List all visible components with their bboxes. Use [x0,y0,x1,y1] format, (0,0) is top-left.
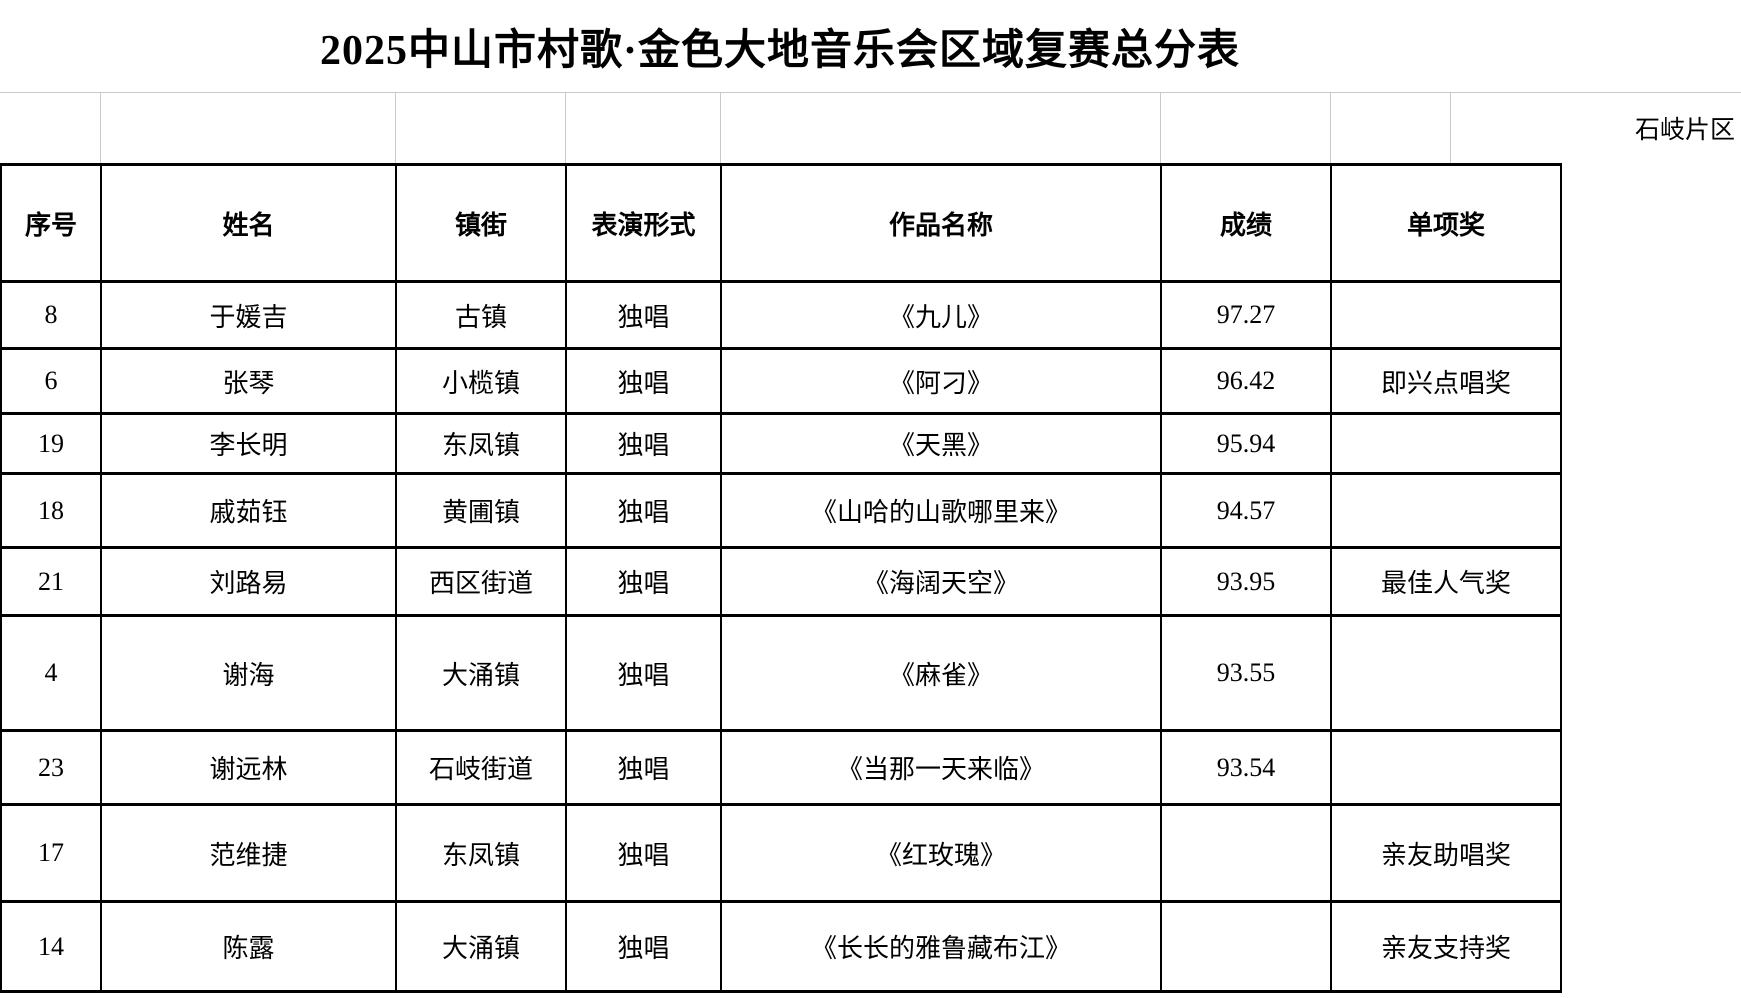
col-header-town: 镇街 [395,163,567,283]
region-label: 石岐片区 [1634,117,1735,144]
cell-name: 陈露 [100,900,397,993]
cell-town: 黄圃镇 [395,472,567,549]
cell-award [1330,472,1562,549]
table-row: 14 陈露 大涌镇 独唱 《长长的雅鲁藏布江》 亲友支持奖 [0,900,1562,993]
cell-town: 西区街道 [395,546,567,617]
cell-form: 独唱 [565,546,722,617]
cell-name: 于媛吉 [100,280,397,350]
cell-town: 大涌镇 [395,900,567,993]
cell-award [1330,614,1562,732]
cell-form: 独唱 [565,347,722,415]
cell-award: 最佳人气奖 [1330,546,1562,617]
cell-score: 96.42 [1160,347,1332,415]
table-row: 6 张琴 小榄镇 独唱 《阿刁》 96.42 即兴点唱奖 [0,347,1562,415]
cell-work: 《九儿》 [720,280,1162,350]
table-header-row: 序号 姓名 镇街 表演形式 作品名称 成绩 单项奖 [0,163,1562,283]
cell-form: 独唱 [565,280,722,350]
cell-form: 独唱 [565,472,722,549]
cell-work: 《山哈的山歌哪里来》 [720,472,1162,549]
score-table: 序号 姓名 镇街 表演形式 作品名称 成绩 单项奖 8 于媛吉 古镇 独唱 《九… [0,163,1562,993]
gridline [1450,93,1451,163]
gridline [1160,93,1161,163]
col-header-score: 成绩 [1160,163,1332,283]
cell-no: 4 [0,614,102,732]
cell-work: 《麻雀》 [720,614,1162,732]
cell-work: 《阿刁》 [720,347,1162,415]
cell-name: 张琴 [100,347,397,415]
region-row: 石岐片区 [0,92,1741,163]
cell-no: 14 [0,900,102,993]
cell-work: 《红玫瑰》 [720,803,1162,903]
cell-name: 谢海 [100,614,397,732]
cell-award [1330,412,1562,475]
cell-form: 独唱 [565,412,722,475]
gridline [100,93,101,163]
cell-no: 8 [0,280,102,350]
table-row: 23 谢远林 石岐街道 独唱 《当那一天来临》 93.54 [0,729,1562,806]
cell-no: 6 [0,347,102,415]
cell-score: 94.57 [1160,472,1332,549]
table-row: 19 李长明 东凤镇 独唱 《天黑》 95.94 [0,412,1562,475]
cell-award: 亲友助唱奖 [1330,803,1562,903]
cell-work: 《当那一天来临》 [720,729,1162,806]
gridline [720,93,721,163]
cell-town: 大涌镇 [395,614,567,732]
cell-score: 97.27 [1160,280,1332,350]
cell-town: 石岐街道 [395,729,567,806]
cell-score [1160,900,1332,993]
cell-no: 19 [0,412,102,475]
cell-work: 《天黑》 [720,412,1162,475]
cell-town: 古镇 [395,280,567,350]
cell-town: 东凤镇 [395,412,567,475]
cell-score [1160,803,1332,903]
cell-no: 21 [0,546,102,617]
cell-score: 95.94 [1160,412,1332,475]
table-row: 4 谢海 大涌镇 独唱 《麻雀》 93.55 [0,614,1562,732]
col-header-no: 序号 [0,163,102,283]
cell-name: 范维捷 [100,803,397,903]
cell-name: 谢远林 [100,729,397,806]
cell-name: 刘路易 [100,546,397,617]
table-row: 21 刘路易 西区街道 独唱 《海阔天空》 93.95 最佳人气奖 [0,546,1562,617]
cell-name: 戚茹钰 [100,472,397,549]
cell-form: 独唱 [565,900,722,993]
cell-score: 93.55 [1160,614,1332,732]
table-row: 17 范维捷 东凤镇 独唱 《红玫瑰》 亲友助唱奖 [0,803,1562,903]
cell-form: 独唱 [565,803,722,903]
page-title: 2025中山市村歌·金色大地音乐会区域复赛总分表 [319,27,1240,74]
cell-award [1330,280,1562,350]
table-row: 8 于媛吉 古镇 独唱 《九儿》 97.27 [0,280,1562,350]
cell-no: 23 [0,729,102,806]
cell-form: 独唱 [565,729,722,806]
cell-work: 《海阔天空》 [720,546,1162,617]
col-header-name: 姓名 [100,163,397,283]
gridline [395,93,396,163]
cell-score: 93.54 [1160,729,1332,806]
cell-no: 18 [0,472,102,549]
cell-form: 独唱 [565,614,722,732]
cell-award: 亲友支持奖 [1330,900,1562,993]
col-header-form: 表演形式 [565,163,722,283]
cell-no: 17 [0,803,102,903]
cell-award: 即兴点唱奖 [1330,347,1562,415]
cell-work: 《长长的雅鲁藏布江》 [720,900,1162,993]
cell-award [1330,729,1562,806]
cell-name: 李长明 [100,412,397,475]
gridline [1330,93,1331,163]
col-header-work: 作品名称 [720,163,1162,283]
table-row: 18 戚茹钰 黄圃镇 独唱 《山哈的山歌哪里来》 94.57 [0,472,1562,549]
cell-town: 小榄镇 [395,347,567,415]
col-header-award: 单项奖 [1330,163,1562,283]
title-band: 2025中山市村歌·金色大地音乐会区域复赛总分表 [0,0,1560,92]
cell-town: 东凤镇 [395,803,567,903]
cell-score: 93.95 [1160,546,1332,617]
gridline [565,93,566,163]
